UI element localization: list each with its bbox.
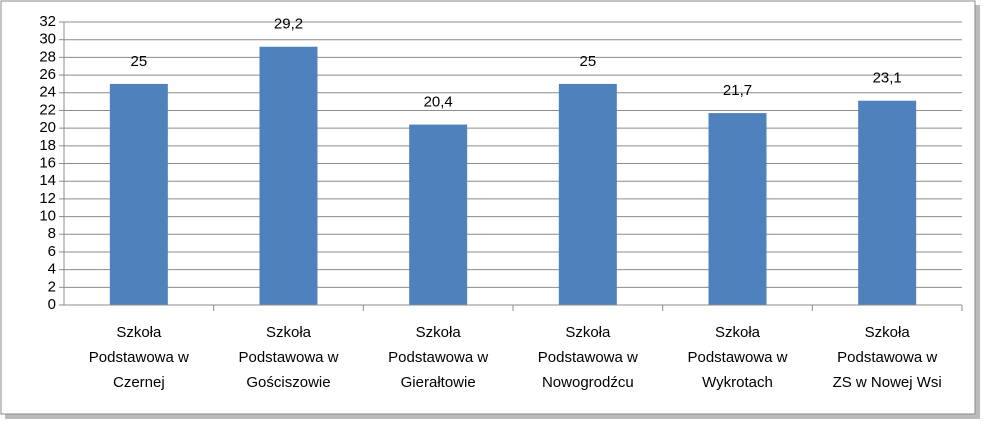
x-tick-label: Szkoła Podstawowa w Czernej [88, 324, 189, 391]
value-label: 25 [130, 53, 147, 70]
value-label: 25 [579, 53, 596, 70]
y-tick-label: 6 [48, 243, 56, 260]
y-tick-label: 4 [48, 261, 56, 278]
y-tick-label: 22 [39, 101, 56, 118]
y-tick-label: 18 [39, 137, 56, 154]
y-tick-label: 12 [39, 190, 56, 207]
bar [259, 46, 318, 305]
value-label: 29,2 [274, 16, 303, 33]
bar [708, 113, 767, 305]
y-tick-label: 24 [39, 84, 56, 101]
y-tick-label: 14 [39, 172, 56, 189]
y-tick-label: 28 [39, 48, 56, 65]
bar [109, 83, 168, 305]
x-tick-label: Szkoła Podstawowa w Wykrotach [687, 324, 788, 391]
y-tick-label: 20 [39, 119, 56, 136]
bar [858, 100, 917, 305]
y-tick-label: 32 [39, 13, 56, 30]
x-tick-label: Szkoła Podstawowa w Gierałtowie [388, 324, 489, 391]
y-tick-label: 2 [48, 278, 56, 295]
value-label: 23,1 [873, 70, 902, 87]
bar [558, 83, 617, 305]
x-tick-label: Szkoła Podstawowa w ZS w Nowej Wsi [832, 324, 942, 391]
x-tick-label: Szkoła Podstawowa w Gościszowie [238, 324, 339, 391]
y-tick-label: 30 [39, 31, 56, 48]
y-tick-label: 16 [39, 154, 56, 171]
bar [409, 124, 468, 306]
y-tick-label: 0 [48, 296, 56, 313]
y-tick-label: 26 [39, 66, 56, 83]
value-label: 21,7 [723, 82, 752, 99]
y-tick-label: 8 [48, 225, 56, 242]
x-tick-label: Szkoła Podstawowa w Nowogrodźcu [537, 324, 638, 391]
value-label: 20,4 [424, 94, 453, 111]
y-tick-label: 10 [39, 208, 56, 225]
